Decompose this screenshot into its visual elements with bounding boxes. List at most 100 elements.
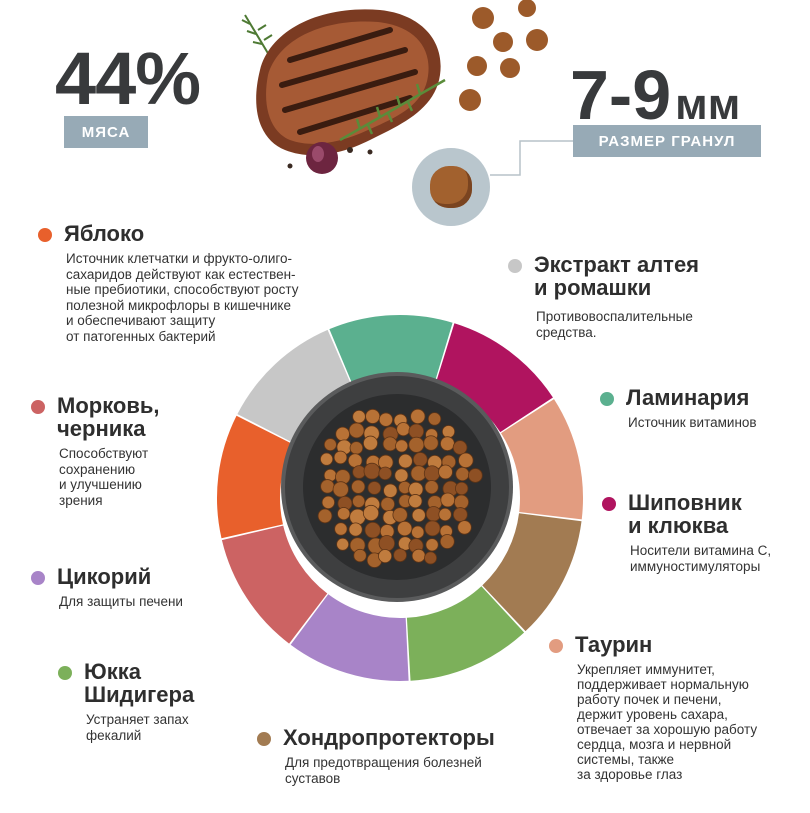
rosehip-desc: Носители витамина С, иммуностимуляторы	[630, 543, 772, 574]
kibble	[333, 450, 348, 465]
kibble	[458, 452, 474, 469]
kibble	[335, 426, 350, 442]
kibble	[439, 534, 455, 549]
kibble	[382, 436, 398, 452]
ingredient-taurine: Таурин Укрепляет иммунитет, поддерживает…	[549, 633, 799, 782]
apple-dot	[38, 228, 52, 242]
marshmallow-title: Экстракт алтея и ромашки	[534, 252, 700, 300]
kibble	[424, 520, 441, 537]
kibble	[321, 495, 335, 510]
kibble	[393, 548, 407, 562]
kibble	[317, 508, 333, 524]
kibble	[468, 468, 483, 483]
kibble	[348, 522, 363, 537]
yucca-desc: Устраняет запах фекалий	[86, 712, 189, 743]
ingredient-apple: Яблоко Источник клетчатки и фрукто-олиго…	[38, 222, 358, 344]
kibble	[367, 481, 382, 495]
kibble	[380, 496, 395, 512]
bowl-kibble	[317, 408, 483, 568]
marshmallow-dot	[508, 259, 522, 273]
food-bowl	[285, 376, 509, 598]
kibble	[423, 465, 441, 482]
onion	[306, 142, 338, 174]
chicory-dot	[31, 571, 45, 585]
ring-segment-chicory	[290, 594, 409, 681]
kibble	[411, 548, 426, 563]
granule-size-label: РАЗМЕР ГРАНУЛ	[573, 125, 761, 157]
kibble	[424, 480, 439, 495]
kibble	[398, 453, 413, 469]
kibble	[334, 522, 348, 536]
kibble	[457, 520, 472, 535]
kibble	[337, 507, 351, 521]
kibble	[363, 435, 378, 451]
kibble	[453, 494, 469, 510]
kibble	[440, 492, 456, 508]
meat-percent: 44%	[55, 37, 201, 120]
kibble	[427, 412, 442, 426]
ring-segment-chondro	[482, 513, 582, 632]
kibble	[410, 408, 426, 425]
carrot-dot	[31, 400, 45, 414]
taurine-desc: Укрепляет иммунитет, поддерживает нормал…	[577, 662, 758, 782]
granule-closeup	[430, 166, 472, 208]
kibble	[351, 479, 366, 494]
kibble	[348, 422, 365, 439]
yucca-dot	[58, 666, 72, 680]
ingredient-carrot: Морковь, черника Способствуют сохранению…	[31, 394, 251, 508]
kibble	[352, 465, 366, 479]
ingredient-kelp: Ламинария Источник витаминов	[600, 386, 800, 431]
kibble	[438, 464, 453, 480]
kibble-pieces	[459, 0, 548, 111]
kibble	[397, 520, 413, 537]
apple-desc: Источник клетчатки и фрукто-олиго- сахар…	[66, 251, 299, 344]
ingredient-yucca: Юкка Шидигера Устраняет запах фекалий	[58, 660, 258, 743]
granule-size-unit: мм	[675, 80, 741, 129]
kibble	[320, 452, 334, 466]
kibble	[320, 479, 335, 494]
ingredient-ring	[217, 315, 583, 681]
chicory-desc: Для защиты печени	[59, 594, 183, 609]
kibble	[349, 441, 364, 455]
chondro-title: Хондропротекторы	[283, 725, 495, 750]
kibble	[352, 409, 366, 424]
kibble	[412, 452, 428, 467]
chicory-title: Цикорий	[57, 564, 152, 589]
kibble	[411, 508, 426, 523]
peppercorns	[287, 147, 373, 169]
kibble	[362, 504, 380, 522]
kibble	[395, 439, 409, 453]
ring-segment-rosehip	[435, 323, 553, 433]
ring-segment-taurine	[500, 399, 583, 520]
chondro-desc: Для предотвращения болезней суставов	[285, 755, 482, 786]
kibble	[452, 507, 468, 522]
granule-badge	[412, 148, 490, 226]
granule-size-value: 7-9	[570, 56, 672, 134]
ring-segment-kelp	[329, 315, 453, 388]
rosehip-dot	[602, 497, 616, 511]
steak-illustration	[241, 9, 446, 174]
kibble	[332, 481, 349, 498]
kibble	[364, 521, 381, 539]
kibble	[408, 436, 425, 453]
kibble	[408, 423, 425, 440]
kelp-desc: Источник витаминов	[628, 415, 757, 430]
kibble	[392, 507, 408, 523]
kibble	[423, 435, 439, 451]
kibble	[353, 548, 367, 563]
carrot-desc: Способствуют сохранению и улучшению зрен…	[59, 446, 149, 508]
kibble	[383, 483, 398, 498]
carrot-title: Морковь, черника	[57, 393, 160, 441]
chondro-dot	[257, 732, 271, 746]
ingredient-marshmallow: Экстракт алтея и ромашки Противовоспалит…	[508, 253, 788, 340]
taurine-title: Таурин	[575, 632, 653, 657]
apple-title: Яблоко	[64, 221, 145, 246]
kibble	[378, 535, 396, 552]
granule-connector	[490, 140, 573, 176]
kibble	[394, 468, 409, 483]
kibble	[408, 494, 423, 509]
kibble	[441, 425, 456, 439]
kibble	[452, 440, 468, 455]
rosehip-title: Шиповник и клюква	[628, 490, 742, 538]
kibble	[424, 551, 438, 565]
